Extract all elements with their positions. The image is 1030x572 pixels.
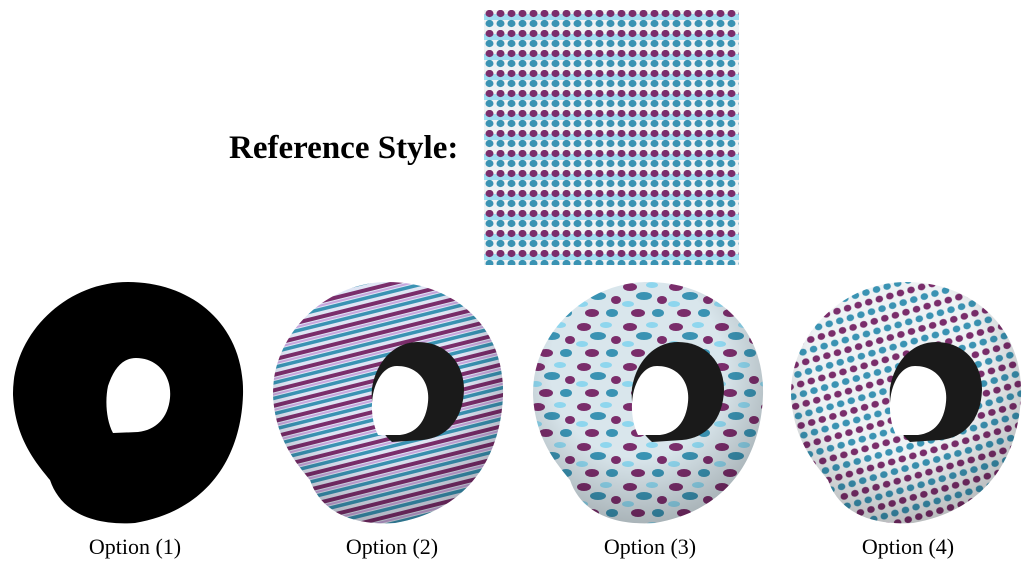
option-1-render (10, 280, 250, 525)
reference-style-label: Reference Style: (229, 130, 459, 166)
option-1-label: Option (1) (88, 534, 182, 559)
option-4-label: Option (4) (861, 534, 955, 559)
option-3-render (530, 280, 770, 525)
option-2-label: Option (2) (345, 534, 439, 559)
option-4-render (788, 280, 1028, 525)
option-2-render (270, 280, 510, 525)
reference-style-texture (484, 10, 739, 265)
option-3-label: Option (3) (603, 534, 697, 559)
